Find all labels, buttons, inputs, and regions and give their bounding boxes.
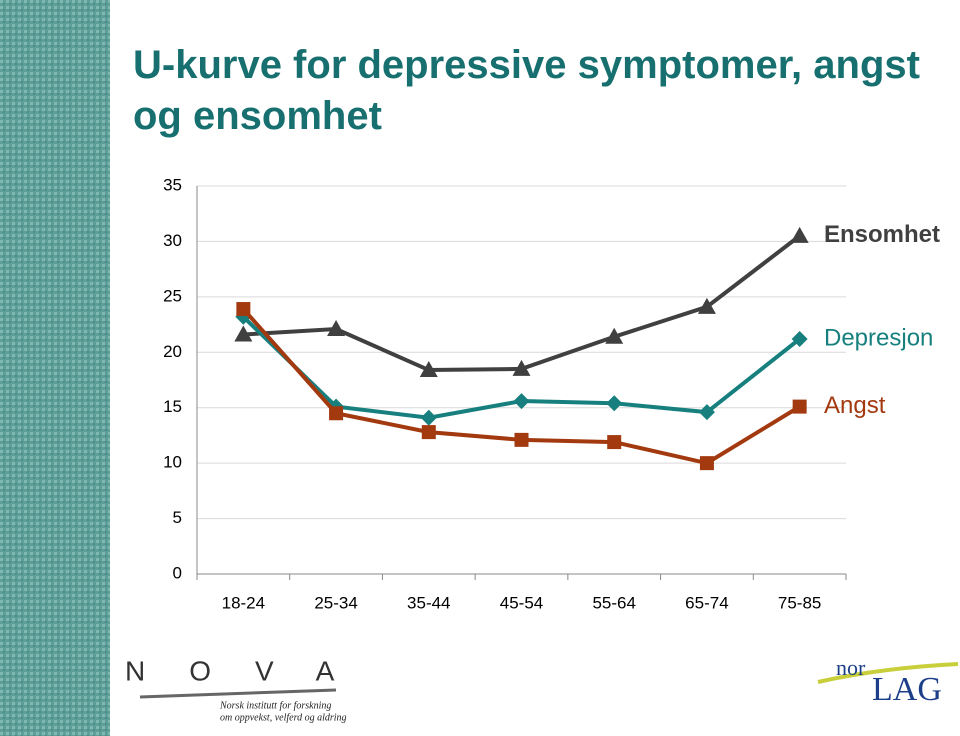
- norlag-logo: LAG: [872, 671, 942, 708]
- nova-text: om oppvekst, velferd og aldring: [220, 712, 347, 723]
- chart-title: U-kurve for depressive symptomer, angst …: [133, 43, 920, 138]
- marker: [234, 325, 253, 342]
- nova-logo: NOVA: [125, 655, 378, 686]
- nova-swoosh: [139, 688, 337, 699]
- series-label: Angst: [824, 392, 886, 419]
- marker: [419, 361, 438, 378]
- x-tick-label: 45-54: [500, 593, 543, 612]
- series-label: Ensomhet: [824, 221, 940, 248]
- series-line: [243, 234, 801, 373]
- marker: [607, 435, 622, 450]
- x-tick-label: 55-64: [592, 593, 635, 612]
- marker: [236, 302, 251, 317]
- marker: [791, 330, 808, 347]
- x-tick-label: 25-34: [314, 593, 357, 612]
- marker: [606, 395, 623, 412]
- marker: [699, 456, 714, 471]
- marker: [513, 393, 530, 410]
- marker: [512, 359, 531, 376]
- series-label: Depresjon: [824, 324, 933, 351]
- marker: [698, 404, 715, 421]
- marker: [605, 327, 624, 344]
- y-tick-label: 0: [173, 563, 182, 582]
- y-tick-label: 15: [163, 397, 182, 416]
- marker: [420, 409, 437, 426]
- marker: [792, 399, 807, 414]
- x-tick-label: 65-74: [685, 593, 728, 612]
- y-tick-label: 20: [163, 342, 182, 361]
- y-tick-label: 5: [173, 508, 182, 527]
- marker: [421, 425, 436, 440]
- nova-text: Norsk institutt for forskning: [219, 700, 331, 711]
- norlag-swoosh: [817, 662, 959, 684]
- y-tick-label: 10: [163, 453, 182, 472]
- marker: [697, 297, 716, 314]
- marker: [514, 432, 529, 447]
- marker: [790, 226, 809, 243]
- y-tick-label: 35: [163, 175, 182, 194]
- marker: [327, 320, 346, 337]
- x-tick-label: 18-24: [222, 593, 265, 612]
- y-tick-label: 30: [163, 231, 182, 250]
- norlag-logo: nor: [836, 655, 866, 680]
- x-tick-label: 35-44: [407, 593, 450, 612]
- marker: [329, 406, 344, 421]
- y-tick-label: 25: [163, 286, 182, 305]
- side-band: [0, 0, 110, 736]
- x-tick-label: 75-85: [778, 593, 821, 612]
